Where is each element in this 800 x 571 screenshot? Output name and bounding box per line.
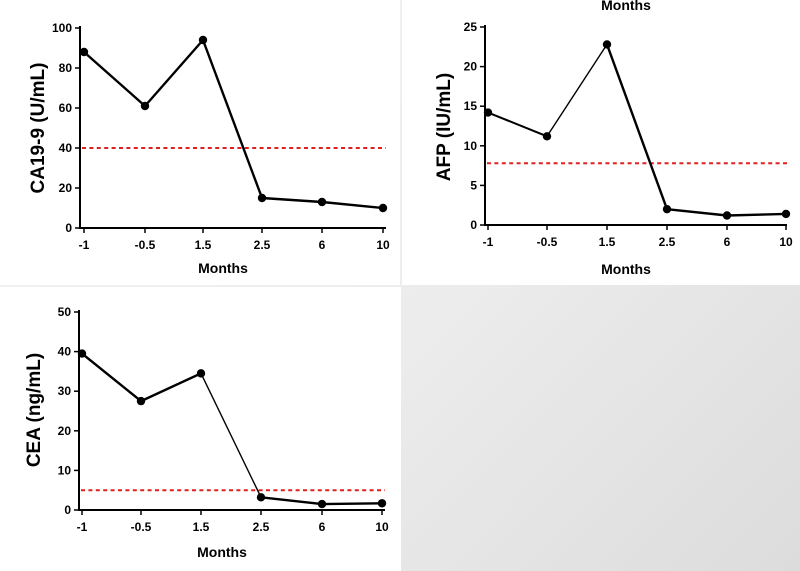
afp-y-tick-label: 20 [464, 60, 478, 74]
cea-x-tick-label: 1.5 [193, 520, 210, 534]
afp-series-segment [487, 111, 548, 138]
ca199-y-tick-label: 0 [65, 221, 72, 235]
ca199-series-segment [83, 51, 146, 107]
cea-chart-panel: 0 10 20 30 40 50 -1 -0.5 1.5 2.5 6 10 Months CEA (ng/… [0, 287, 401, 571]
cea-data-point [256, 493, 266, 502]
cea-y-tick-label: 30 [58, 384, 72, 398]
afp-y-tick-label: 15 [464, 99, 478, 113]
cea-data-point [196, 369, 206, 378]
ca199-series-segment [201, 39, 264, 199]
ca199-series-segment [321, 200, 384, 210]
cea-x-tick-label: 2.5 [253, 520, 270, 534]
afp-data-point [602, 40, 612, 49]
ca199-x-axis-title: Months [198, 260, 248, 276]
cea-series-segment [140, 372, 202, 403]
cea-x-axis-title: Months [197, 544, 247, 560]
afp-y-tick-label: 5 [470, 178, 477, 192]
ca199-chart: 0 20 40 60 80 100 -1 -0.5 1.5 2.5 6 10 Months CA19-9 … [28, 21, 390, 276]
afp-y-tick-label: 10 [464, 139, 478, 153]
afp-series-segment [605, 44, 669, 210]
afp-x-tick-label: 10 [779, 235, 793, 249]
afp-y-tick-label: 0 [470, 218, 477, 232]
cea-y-axis-title: CEA (ng/mL) [24, 353, 45, 467]
afp-series-segment [546, 44, 608, 137]
ca199-x-tick-label: 1.5 [195, 238, 212, 252]
afp-x-tick-label: -1 [483, 235, 494, 249]
afp-chart: 0 5 10 15 20 25 -1 -0.5 1.5 2.5 6 10 Months Months AFP… [434, 0, 793, 277]
ca199-y-tick-label: 40 [59, 141, 73, 155]
afp-data-point [483, 108, 493, 117]
ca199-x-tick-label: -0.5 [135, 238, 156, 252]
ca199-series-segment [261, 196, 323, 204]
ca199-data-point [317, 197, 327, 207]
cea-y-tick-label: 50 [58, 305, 72, 319]
ca199-series-segment [144, 39, 204, 107]
ca199-chart-panel: 0 20 40 60 80 100 -1 -0.5 1.5 2.5 6 10 Months CA19-9 … [0, 0, 400, 285]
ca199-data-point [257, 193, 267, 203]
cea-series-segment [200, 373, 262, 498]
cea-series-segment [260, 496, 323, 506]
cea-data-point [377, 499, 387, 508]
afp-data-point [662, 204, 672, 214]
afp-x-tick-label: -0.5 [537, 235, 558, 249]
afp-series-segment [666, 207, 728, 217]
cea-x-tick-label: 10 [375, 520, 389, 534]
cea-x-tick-label: 6 [319, 520, 326, 534]
ca199-x-tick-label: 10 [376, 238, 390, 252]
ca199-y-axis-title: CA19-9 (U/mL) [28, 63, 49, 194]
afp-y-tick-label: 25 [464, 20, 478, 34]
cea-y-tick-label: 10 [58, 463, 72, 477]
afp-y-axis-title: AFP (IU/mL) [434, 73, 455, 181]
ca199-data-point [198, 35, 208, 45]
afp-data-point [542, 132, 552, 141]
cea-data-point [77, 349, 87, 358]
ca199-data-point [378, 203, 388, 213]
ca199-y-tick-label: 100 [52, 21, 72, 35]
cea-chart: 0 10 20 30 40 50 -1 -0.5 1.5 2.5 6 10 Months CEA (ng/… [24, 305, 389, 560]
cea-y-tick-label: 40 [58, 345, 72, 359]
cea-series-segment [81, 352, 142, 403]
ca199-y-tick-label: 20 [59, 181, 73, 195]
cea-series-segment [321, 502, 383, 506]
ca199-data-point [140, 101, 150, 111]
afp-x-tick-label: 1.5 [599, 235, 616, 249]
afp-data-point [781, 209, 791, 219]
ca199-x-tick-label: 6 [319, 238, 326, 252]
afp-series-segment [726, 212, 787, 217]
afp-chart-panel: 0 5 10 15 20 25 -1 -0.5 1.5 2.5 6 10 Months Months AFP… [402, 0, 800, 285]
ca199-y-tick-label: 80 [59, 61, 73, 75]
cea-data-point [136, 396, 146, 406]
ca199-y-tick-label: 60 [59, 101, 73, 115]
afp-x-tick-label: 2.5 [659, 235, 676, 249]
cea-data-point [317, 499, 327, 509]
afp-top-text: Months [601, 0, 651, 13]
afp-x-tick-label: 6 [724, 235, 731, 249]
ca199-x-tick-label: 2.5 [254, 238, 271, 252]
ca199-x-tick-label: -1 [79, 238, 90, 252]
cea-y-tick-label: 0 [64, 503, 71, 517]
cea-x-tick-label: -0.5 [131, 520, 152, 534]
afp-data-point [722, 211, 732, 220]
cea-y-tick-label: 20 [58, 424, 72, 438]
afp-x-axis-title: Months [601, 261, 651, 277]
ca199-data-point [79, 47, 89, 57]
cea-x-tick-label: -1 [77, 520, 88, 534]
